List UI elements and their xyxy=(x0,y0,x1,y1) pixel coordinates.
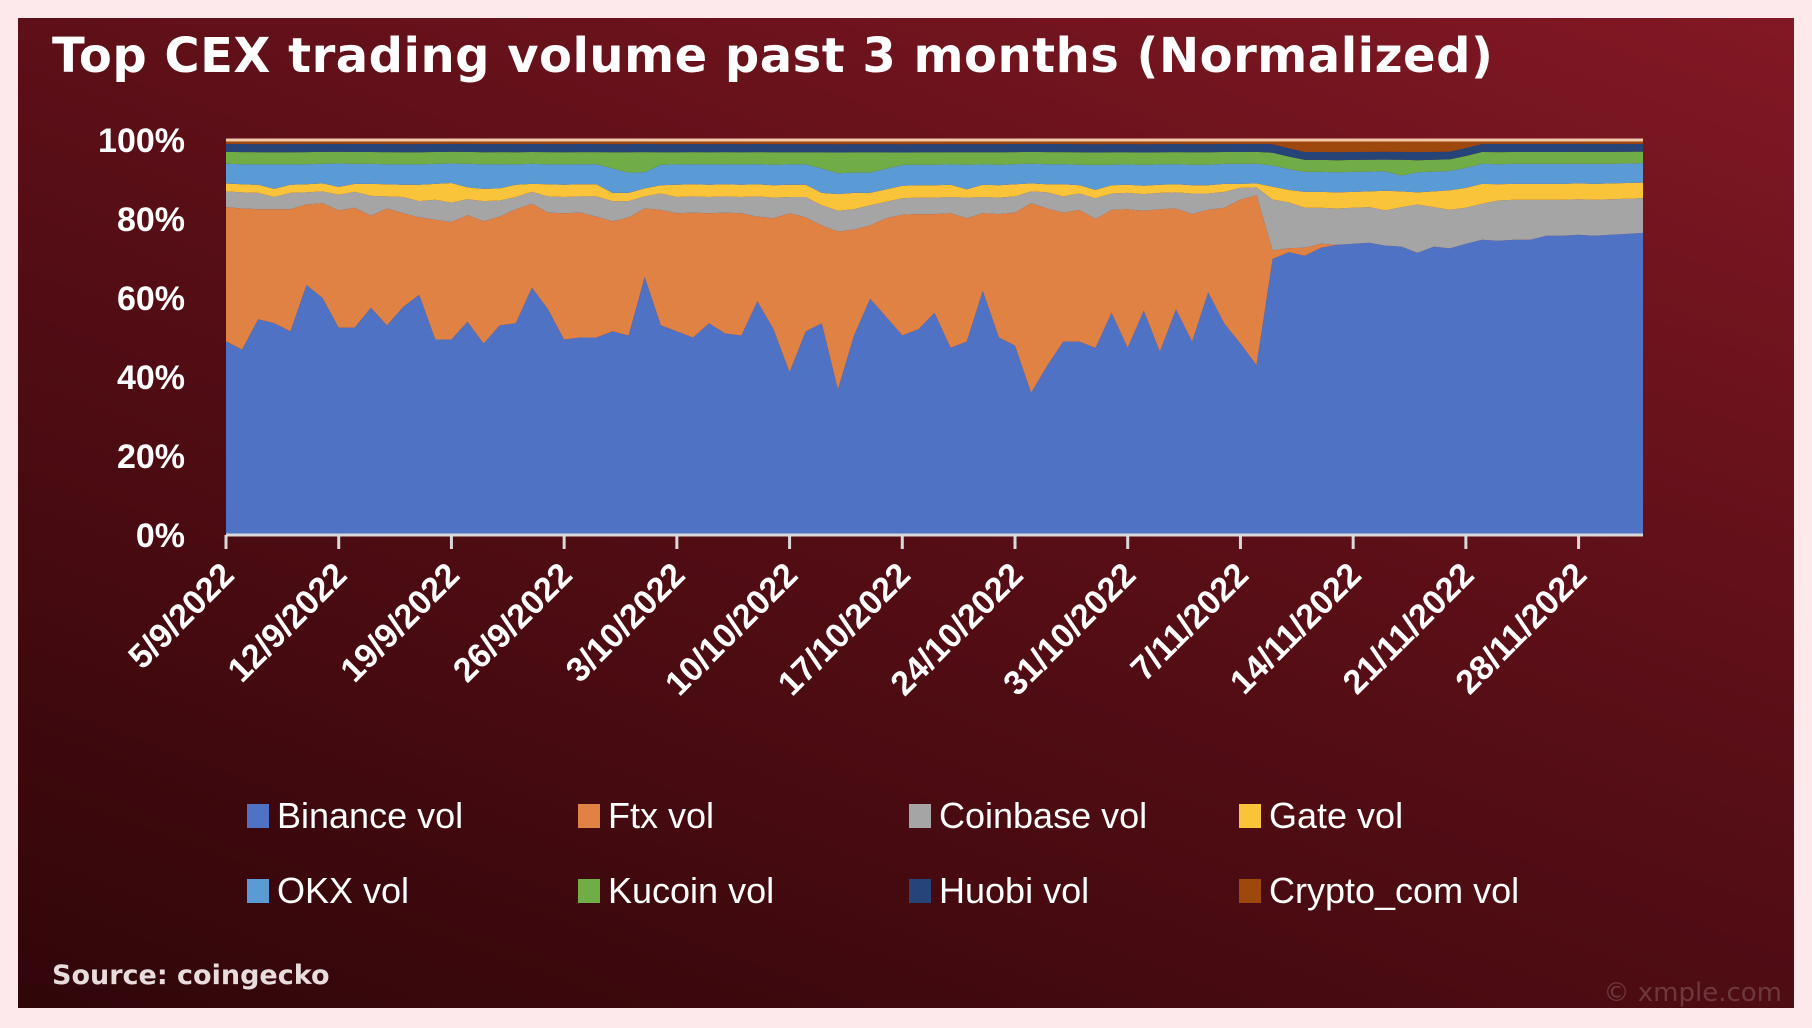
y-tick-label: 20% xyxy=(117,438,185,476)
y-tick-label: 40% xyxy=(117,359,185,397)
area-kucoin-vol xyxy=(226,151,1643,176)
source-note: Source: coingecko xyxy=(52,960,330,991)
legend-label: Ftx vol xyxy=(608,795,715,836)
area-okx-vol xyxy=(226,163,1643,195)
legend-label: Huobi vol xyxy=(939,870,1090,911)
legend-item: Crypto_com vol xyxy=(1239,870,1519,912)
legend-label: Crypto_com vol xyxy=(1269,870,1520,911)
legend-label: Binance vol xyxy=(277,795,464,836)
legend-label: Coinbase vol xyxy=(939,795,1148,836)
legend-swatch xyxy=(909,879,931,903)
legend-swatch xyxy=(1239,879,1261,903)
x-tick-label: 19/9/2022 xyxy=(333,556,467,690)
legend-swatch xyxy=(578,804,600,828)
legend-swatch xyxy=(1239,804,1261,828)
legend-swatch xyxy=(247,879,269,903)
legend-item: Huobi vol xyxy=(909,870,1089,912)
legend-label: Gate vol xyxy=(1269,795,1404,836)
x-tick-label: 26/9/2022 xyxy=(446,556,580,690)
y-tick-label: 0% xyxy=(136,517,185,555)
chart-title: Top CEX trading volume past 3 months (No… xyxy=(52,28,1494,84)
legend-item: Coinbase vol xyxy=(909,795,1147,837)
legend-item: Binance vol xyxy=(247,795,463,837)
legend-label: Kucoin vol xyxy=(608,870,775,911)
area-coinbase-vol xyxy=(226,187,1643,253)
watermark: © xmple.com xyxy=(1603,978,1783,1008)
area-huobi-vol xyxy=(226,143,1643,161)
area-crypto-com-vol xyxy=(226,140,1643,153)
legend-swatch xyxy=(247,804,269,828)
legend-swatch xyxy=(909,804,931,828)
y-tick-label: 100% xyxy=(98,122,185,160)
legend-swatch xyxy=(578,879,600,903)
legend-item: Gate vol xyxy=(1239,795,1403,837)
x-tick-label: 5/9/2022 xyxy=(121,556,241,676)
x-tick-label: 12/9/2022 xyxy=(221,556,355,690)
area-gate-vol xyxy=(226,182,1643,211)
legend-item: Ftx vol xyxy=(578,795,714,837)
legend-item: Kucoin vol xyxy=(578,870,774,912)
y-tick-label: 80% xyxy=(117,201,185,239)
area-ftx-vol xyxy=(226,195,1643,393)
legend-item: OKX vol xyxy=(247,870,409,912)
area-binance-vol xyxy=(226,232,1643,535)
y-tick-label: 60% xyxy=(117,280,185,318)
legend-label: OKX vol xyxy=(277,870,410,911)
